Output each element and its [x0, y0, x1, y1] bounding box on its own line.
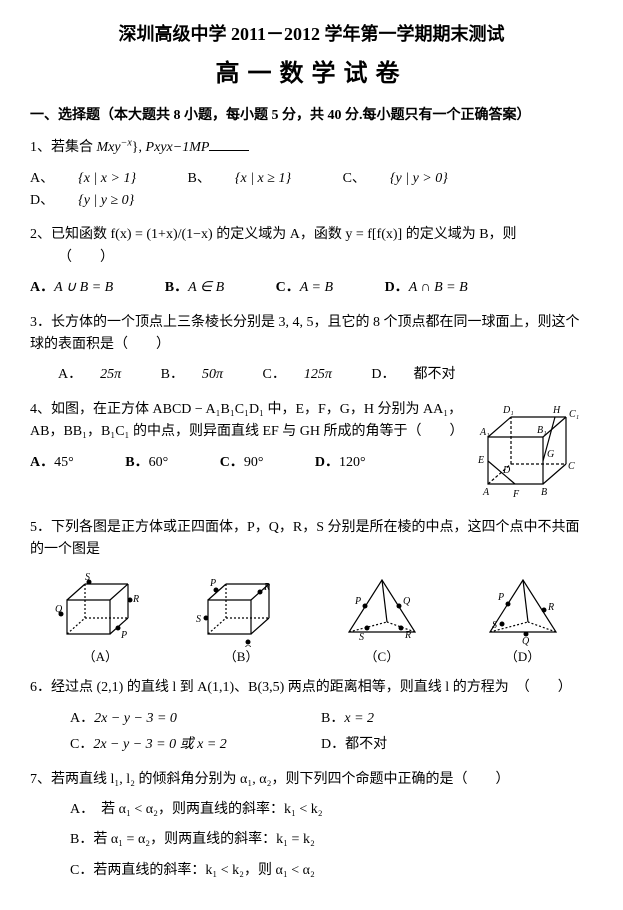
q2-opt-b: B．A ∈ B	[165, 277, 248, 299]
svg-text:B₁: B₁	[537, 425, 547, 436]
q7-opt-b: B．若 α₁ = α₂，则两直线的斜率：k₁ = k₂	[70, 829, 593, 851]
question-2: 2、已知函数 f(x) = (1+x)/(1−x) 的定义域为 A，函数 y =…	[30, 224, 593, 269]
q6-opt-c: C．2x − y − 3 = 0 或 x = 2	[70, 734, 321, 756]
svg-text:C: C	[568, 461, 575, 472]
svg-text:R: R	[547, 602, 554, 613]
svg-text:G: G	[547, 449, 554, 460]
svg-text:S: S	[196, 614, 201, 625]
q5-fig-d: PSRQ （D）	[478, 572, 568, 668]
q1-stem: 1、若集合 Mxy−x}, Pxyx−1MP	[30, 140, 249, 155]
svg-text:A₁: A₁	[479, 427, 490, 438]
q1-opt-a: A、{x | x > 1}	[30, 168, 160, 190]
q2-opt-a: A．A ∪ B = B	[30, 277, 137, 299]
svg-text:Q: Q	[244, 644, 252, 647]
q1-options: A、{x | x > 1} B、{x | x ≥ 1} C、{y | y > 0…	[30, 168, 593, 213]
svg-text:S: S	[359, 632, 364, 643]
svg-text:Q: Q	[522, 636, 530, 647]
q6-opt-d: D．都不对	[321, 734, 572, 756]
q1-opt-d: D、{y | y ≥ 0}	[30, 190, 158, 212]
q4-opt-b: B．60°	[125, 452, 192, 474]
q1-opt-b: B、{x | x ≥ 1}	[188, 168, 316, 190]
question-1: 1、若集合 Mxy−x}, Pxyx−1MP	[30, 136, 593, 160]
q5-fig-a: SQPR （A）	[55, 572, 145, 668]
svg-text:P: P	[497, 592, 504, 603]
svg-text:S: S	[85, 572, 90, 583]
q7-opt-c: C．若两直线的斜率：k₁ < k₂，则 α₁ < α₂	[70, 860, 593, 882]
q2-opt-c: C．A = B	[276, 277, 357, 299]
svg-text:C₁: C₁	[569, 409, 579, 420]
tetra-d-icon: P S R Q	[478, 572, 568, 647]
svg-text:E: E	[477, 455, 484, 466]
q2-paren: （ ）	[58, 250, 114, 265]
cube-a-icon: S Q P R	[55, 572, 145, 647]
q4-cube-figure: A F B C D A₁ B₁ C₁ D₁ E G H	[473, 399, 593, 509]
q3-opt-a: A．25π	[58, 364, 139, 386]
svg-text:B: B	[541, 487, 547, 498]
q3-opt-d: D．都不对	[371, 364, 473, 386]
cube-b-icon: P S R Q	[196, 572, 286, 647]
svg-text:A: A	[482, 487, 490, 498]
svg-text:H: H	[552, 405, 561, 416]
q7-options: A． 若 α₁ < α₂，则两直线的斜率：k₁ < k₂ B．若 α₁ = α₂…	[70, 799, 593, 882]
svg-text:R: R	[263, 582, 270, 593]
q1-blank	[209, 136, 249, 151]
exam-header-line1: 深圳高级中学 2011－2012 学年第一学期期末测试	[30, 20, 593, 49]
q6-options: A．2x − y − 3 = 0 B．x = 2 C．2x − y − 3 = …	[70, 708, 593, 761]
svg-text:D: D	[502, 465, 511, 476]
cube-icon: A F B C D A₁ B₁ C₁ D₁ E G H	[473, 399, 593, 509]
q3-opt-b: B．50π	[161, 364, 241, 386]
svg-text:R: R	[404, 630, 411, 641]
q6-opt-b: B．x = 2	[321, 708, 572, 730]
q5-fig-c: PQSR （C）	[337, 572, 427, 668]
question-5: 5．下列各图是正方体或正四面体，P，Q，R，S 分别是所在棱的中点，这四个点中不…	[30, 517, 593, 562]
q5-figures: SQPR （A） PSRQ （B） PQSR （C） PSRQ （D）	[30, 572, 593, 668]
q5-fig-b: PSRQ （B）	[196, 572, 286, 668]
q2-stem: 2、已知函数 f(x) = (1+x)/(1−x) 的定义域为 A，函数 y =…	[30, 227, 517, 242]
question-6: 6．经过点 (2,1) 的直线 l 到 A(1,1)、B(3,5) 两点的距离相…	[30, 677, 593, 699]
svg-text:R: R	[132, 594, 139, 605]
tetra-c-icon: P Q S R	[337, 572, 427, 647]
svg-text:S: S	[492, 620, 497, 631]
section-1-title: 一、选择题（本大题共 8 小题，每小题 5 分，共 40 分.每小题只有一个正确…	[30, 105, 593, 127]
q3-opt-c: C．125π	[263, 364, 350, 386]
svg-text:D₁: D₁	[502, 405, 514, 416]
svg-text:F: F	[512, 489, 520, 500]
q1-opt-c: C、{y | y > 0}	[343, 168, 472, 190]
exam-header-line2: 高一数学试卷	[30, 55, 593, 93]
svg-text:P: P	[354, 596, 361, 607]
q4-opt-d: D．120°	[315, 452, 390, 474]
question-3: 3．长方体的一个顶点上三条棱长分别是 3, 4, 5，且它的 8 个顶点都在同一…	[30, 312, 593, 357]
q5-stem: 5．下列各图是正方体或正四面体，P，Q，R，S 分别是所在棱的中点，这四个点中不…	[30, 520, 580, 557]
q4-opt-a: A．45°	[30, 452, 98, 474]
q6-opt-a: A．2x − y − 3 = 0	[70, 708, 321, 730]
svg-text:P: P	[209, 578, 216, 589]
question-7: 7、若两直线 l₁, l₂ 的倾斜角分别为 α₁, α₂，则下列四个命题中正确的…	[30, 769, 593, 791]
q2-options: A．A ∪ B = B B．A ∈ B C．A = B D．A ∩ B = B	[30, 277, 593, 299]
q2-opt-d: D．A ∩ B = B	[385, 277, 492, 299]
q4-opt-c: C．90°	[220, 452, 288, 474]
svg-text:P: P	[120, 630, 127, 641]
q7-opt-a: A． 若 α₁ < α₂，则两直线的斜率：k₁ < k₂	[70, 799, 593, 821]
svg-text:Q: Q	[403, 596, 411, 607]
q3-options: A．25π B．50π C．125π D．都不对	[58, 364, 593, 386]
svg-text:Q: Q	[55, 604, 63, 615]
